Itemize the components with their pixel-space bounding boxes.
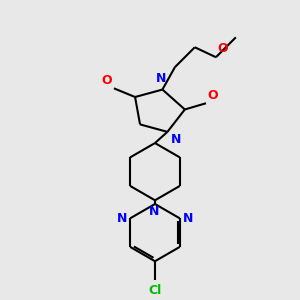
Text: N: N	[148, 205, 159, 218]
Text: Cl: Cl	[148, 284, 162, 297]
Text: N: N	[171, 133, 181, 146]
Text: O: O	[208, 89, 218, 102]
Text: N: N	[183, 212, 193, 225]
Text: O: O	[218, 42, 228, 55]
Text: N: N	[117, 212, 127, 225]
Text: O: O	[102, 74, 112, 87]
Text: N: N	[156, 72, 166, 85]
